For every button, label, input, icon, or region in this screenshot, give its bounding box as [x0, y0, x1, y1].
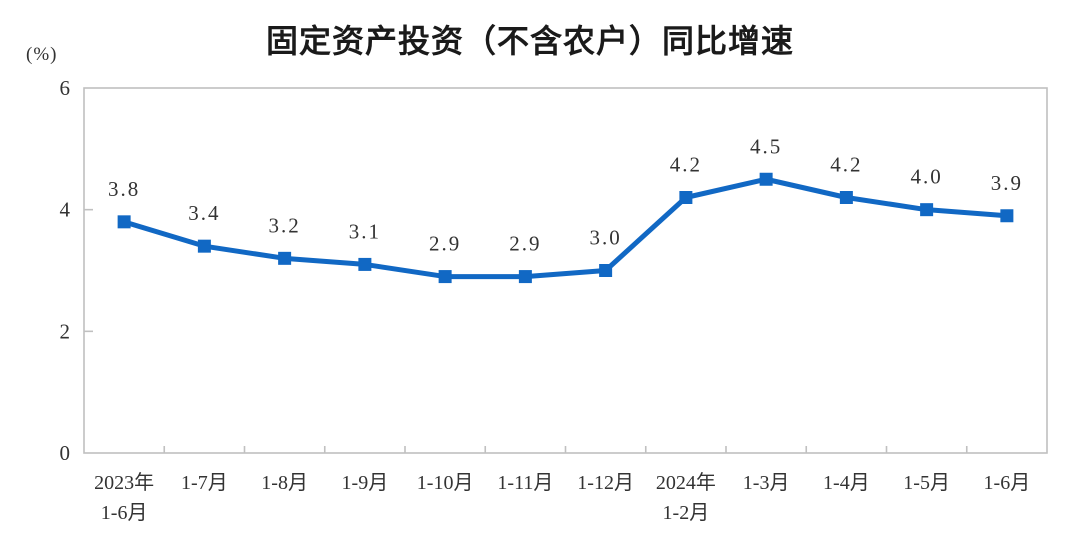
x-tick-label: 1-5月 [903, 472, 950, 494]
series-line [121, 176, 1010, 280]
data-point [599, 264, 613, 277]
x-tick-label: 1-7月 [181, 472, 228, 494]
data-label: 4.2 [670, 153, 702, 177]
data-point [679, 191, 693, 204]
data-point [1000, 209, 1014, 223]
data-point [278, 251, 292, 265]
data-label: 4.2 [830, 153, 862, 177]
x-tick-label: 2023年 1-6月 [94, 471, 154, 524]
x-tick-label: 1-12月 [577, 472, 634, 494]
y-tick-label: 2 [60, 319, 71, 343]
plot-border [83, 87, 1048, 454]
data-point [759, 172, 773, 186]
data-label: 3.2 [269, 213, 301, 237]
data-point [197, 239, 211, 253]
chart-title: 固定资产投资（不含农户）同比增速 [265, 23, 794, 59]
y-tick-label: 4 [60, 198, 71, 222]
x-tick-label: 1-4月 [823, 472, 870, 494]
x-tick-label: 1-9月 [342, 472, 389, 494]
y-tick-label: 0 [60, 441, 71, 465]
x-tick-label: 1-3月 [743, 472, 790, 494]
data-label: 3.1 [349, 219, 381, 243]
data-label: 3.8 [108, 177, 140, 201]
x-tick-label: 1-8月 [261, 472, 308, 494]
y-tick-label: 6 [60, 76, 71, 100]
data-label: 4.0 [911, 165, 943, 189]
x-tick-label: 1-11月 [497, 472, 553, 494]
data-label: 3.0 [590, 226, 622, 250]
data-point [358, 257, 372, 271]
data-label: 3.9 [991, 171, 1023, 195]
y-axis-unit-label: (%) [26, 44, 58, 65]
data-label: 3.4 [188, 201, 220, 225]
data-label: 2.9 [509, 232, 541, 256]
x-tick-label: 1-10月 [417, 472, 474, 494]
data-point [518, 270, 532, 284]
data-label: 2.9 [429, 232, 461, 256]
data-point [117, 215, 131, 229]
data-label: 4.5 [750, 134, 782, 158]
data-point [920, 203, 934, 217]
x-tick-label: 1-6月 [984, 472, 1031, 494]
x-tick-label: 2024年 1-2月 [656, 471, 716, 524]
data-point [438, 270, 452, 284]
data-point [839, 191, 853, 204]
